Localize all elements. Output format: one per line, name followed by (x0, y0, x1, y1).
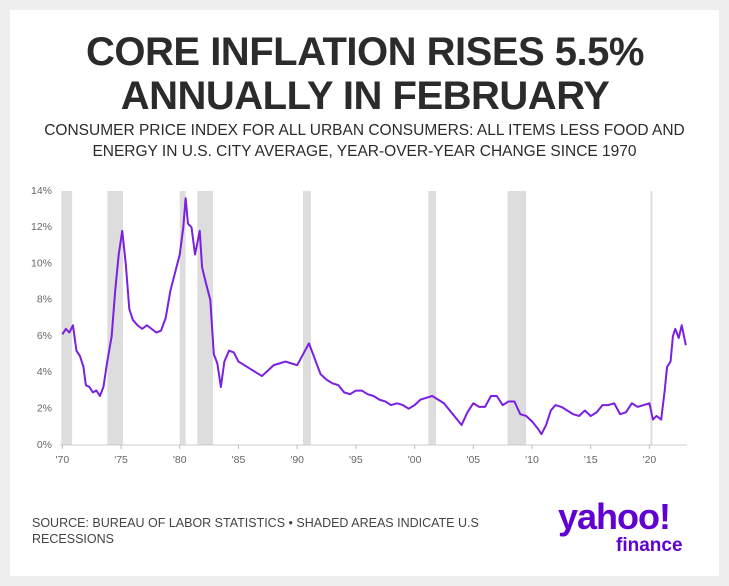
recession-band (650, 191, 653, 445)
x-tick-label: '00 (408, 454, 422, 466)
card: CORE INFLATION RISES 5.5% ANNUALLY IN FE… (10, 10, 719, 576)
recession-band (179, 191, 186, 445)
brand-sub: finance (616, 535, 683, 556)
recession-band (507, 191, 527, 445)
chart-subtitle: CONSUMER PRICE INDEX FOR ALL URBAN CONSU… (44, 122, 685, 160)
recession-band (61, 191, 73, 445)
x-tick-label: '75 (114, 454, 128, 466)
x-tick-label: '10 (525, 454, 539, 466)
recession-band (428, 191, 437, 445)
y-tick-label: 8% (37, 294, 52, 306)
x-tick-label: '95 (349, 454, 363, 466)
source-note: SOURCE: BUREAU OF LABOR STATISTICS • SHA… (32, 516, 479, 546)
y-tick-label: 4% (37, 366, 52, 378)
x-tick-label: '15 (584, 454, 598, 466)
y-tick-label: 10% (31, 257, 52, 269)
x-tick-label: '70 (56, 454, 70, 466)
chart-title: CORE INFLATION RISES 5.5% ANNUALLY IN FE… (86, 30, 644, 118)
y-tick-label: 0% (37, 439, 52, 451)
x-tick-label: '90 (290, 454, 304, 466)
brand-logo: yahoo! (558, 496, 671, 537)
recession-band (303, 191, 311, 445)
y-tick-label: 6% (37, 330, 52, 342)
y-tick-label: 14% (31, 185, 52, 197)
x-tick-label: '80 (173, 454, 187, 466)
recession-band (107, 191, 124, 445)
x-tick-label: '85 (232, 454, 246, 466)
y-tick-label: 2% (37, 402, 52, 414)
y-tick-label: 12% (31, 221, 52, 233)
inflation-line (61, 197, 687, 436)
x-tick-label: '20 (643, 454, 657, 466)
x-tick-label: '05 (466, 454, 480, 466)
